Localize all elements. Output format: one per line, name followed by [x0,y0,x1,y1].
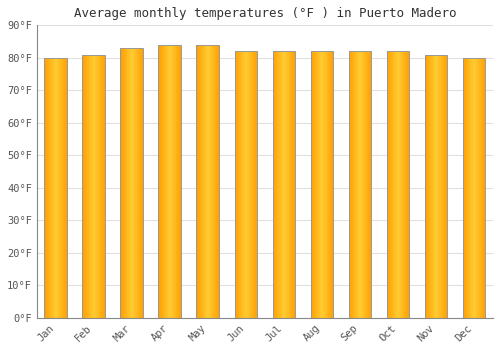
Bar [424,55,448,318]
Bar [310,51,334,318]
Bar [234,51,258,318]
Bar [44,58,67,318]
Bar [348,51,372,318]
Bar [462,58,485,318]
Bar [158,45,182,318]
Bar [82,55,105,318]
Bar [386,51,409,318]
Bar [120,48,144,318]
Title: Average monthly temperatures (°F ) in Puerto Madero: Average monthly temperatures (°F ) in Pu… [74,7,456,20]
Bar [272,51,295,318]
Bar [196,45,220,318]
